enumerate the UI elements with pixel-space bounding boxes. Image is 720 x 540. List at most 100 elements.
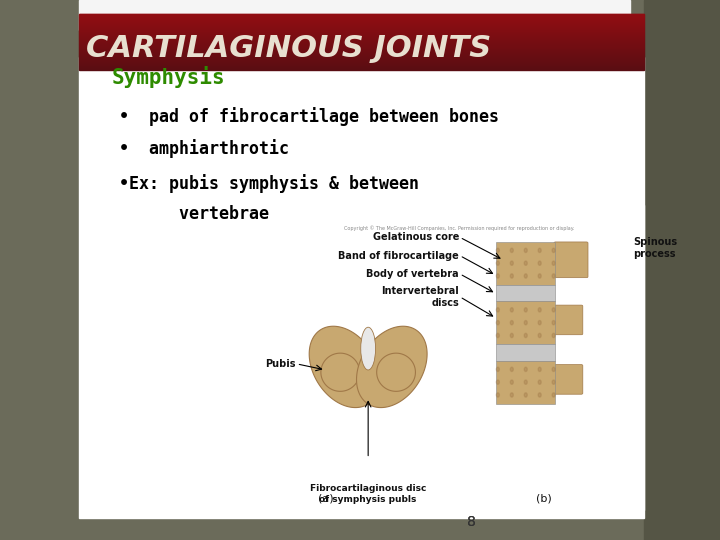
Text: (a): (a) [318, 493, 333, 503]
Bar [79, 22, 644, 23]
Ellipse shape [552, 393, 555, 397]
Ellipse shape [496, 308, 500, 312]
Bar [496, 301, 555, 344]
Bar [79, 26, 644, 28]
Bar [496, 285, 555, 301]
Bar [79, 16, 644, 17]
Ellipse shape [510, 261, 513, 265]
Bar [644, 0, 720, 540]
Ellipse shape [539, 321, 541, 325]
Text: Gelatinous core: Gelatinous core [373, 232, 459, 242]
PathPatch shape [309, 326, 379, 408]
Ellipse shape [524, 308, 527, 312]
Ellipse shape [510, 380, 513, 384]
Bar [79, 65, 644, 66]
Bar [79, 29, 644, 30]
Bar [79, 23, 644, 24]
Text: •  amphiarthrotic: • amphiarthrotic [119, 139, 289, 158]
Ellipse shape [496, 380, 500, 384]
Ellipse shape [510, 333, 513, 338]
Ellipse shape [496, 393, 500, 397]
Text: Spinous
process: Spinous process [634, 237, 678, 259]
Ellipse shape [510, 321, 513, 325]
Bar [79, 68, 644, 69]
Text: Band of fibrocartilage: Band of fibrocartilage [338, 251, 459, 260]
Text: Symphysis: Symphysis [112, 66, 225, 87]
Ellipse shape [539, 367, 541, 372]
Ellipse shape [552, 274, 555, 278]
Ellipse shape [496, 367, 500, 372]
Bar [79, 44, 644, 45]
Bar [79, 41, 644, 42]
Ellipse shape [524, 367, 527, 372]
Bar [79, 25, 644, 26]
Bar [79, 59, 644, 60]
Bar [496, 361, 555, 403]
Bar [79, 66, 644, 68]
Ellipse shape [496, 333, 500, 338]
Ellipse shape [524, 321, 527, 325]
Ellipse shape [510, 248, 513, 253]
Ellipse shape [552, 248, 555, 253]
Ellipse shape [552, 321, 555, 325]
Ellipse shape [496, 274, 500, 278]
Bar [79, 0, 630, 30]
Bar [79, 55, 644, 56]
Text: 8: 8 [467, 516, 476, 530]
Ellipse shape [552, 367, 555, 372]
Bar [79, 58, 644, 59]
Ellipse shape [524, 380, 527, 384]
Bar [79, 49, 644, 50]
Bar [79, 36, 644, 37]
Bar [79, 62, 644, 63]
Text: Fibrocartilaginous disc
of symphysis publs: Fibrocartilaginous disc of symphysis pub… [310, 484, 426, 504]
Ellipse shape [552, 261, 555, 265]
Text: Pubis: Pubis [266, 359, 296, 369]
Bar [79, 21, 644, 22]
Text: Intervertebral
discs: Intervertebral discs [382, 286, 459, 308]
Bar [274, 205, 644, 510]
Bar [79, 56, 644, 57]
FancyBboxPatch shape [554, 364, 582, 394]
Text: •Ex: pubis symphysis & between: •Ex: pubis symphysis & between [119, 174, 419, 193]
Text: 8: 8 [467, 516, 476, 530]
Bar [79, 53, 644, 54]
Ellipse shape [552, 308, 555, 312]
Ellipse shape [552, 333, 555, 338]
Ellipse shape [539, 380, 541, 384]
Ellipse shape [524, 248, 527, 253]
Bar [79, 57, 644, 58]
Bar [79, 60, 644, 62]
Ellipse shape [524, 274, 527, 278]
Bar [496, 344, 555, 361]
Ellipse shape [524, 393, 527, 397]
Bar [79, 46, 644, 48]
Text: Copyright © The McGraw-Hill Companies, Inc. Permission required for reproduction: Copyright © The McGraw-Hill Companies, I… [344, 225, 574, 231]
Bar [79, 68, 644, 69]
Ellipse shape [539, 393, 541, 397]
FancyBboxPatch shape [554, 305, 582, 335]
Ellipse shape [524, 333, 527, 338]
Bar [79, 24, 644, 25]
FancyBboxPatch shape [554, 242, 588, 278]
Text: vertebrae: vertebrae [119, 205, 269, 222]
Bar [79, 54, 644, 55]
Bar [79, 42, 644, 43]
Bar [79, 14, 644, 15]
Bar [79, 18, 644, 19]
Bar [79, 15, 644, 16]
Bar [79, 31, 644, 32]
Ellipse shape [539, 248, 541, 253]
Bar [79, 20, 644, 21]
Bar [496, 242, 555, 285]
Text: CARTILAGINOUS JOINTS: CARTILAGINOUS JOINTS [86, 34, 492, 63]
Bar [79, 37, 644, 38]
Bar [79, 38, 644, 39]
Bar [79, 28, 644, 29]
Ellipse shape [539, 261, 541, 265]
Ellipse shape [496, 261, 500, 265]
Bar [79, 32, 644, 33]
Bar [79, 51, 644, 52]
Bar [79, 64, 644, 65]
Bar [79, 57, 644, 518]
